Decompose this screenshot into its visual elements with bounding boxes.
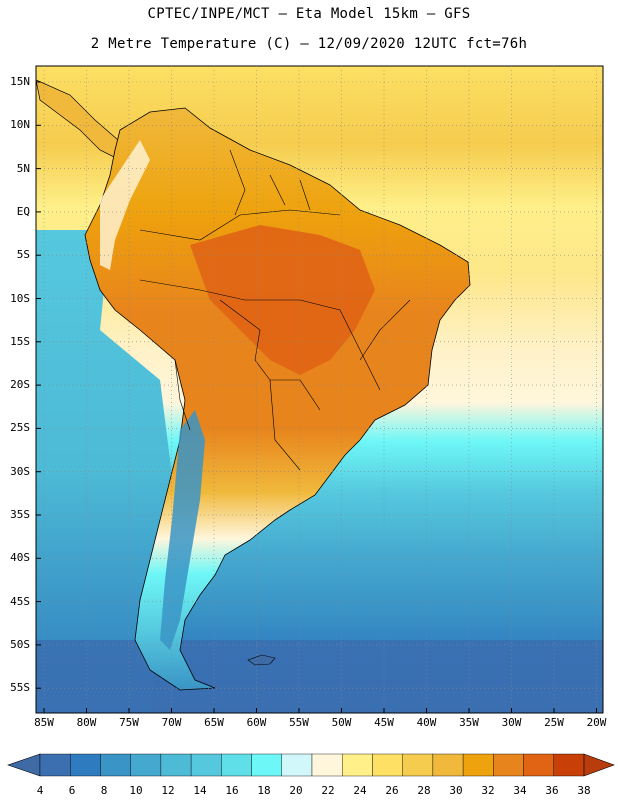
graticule xyxy=(36,66,603,713)
lon-label: 70W xyxy=(161,716,182,729)
lat-label: 50S xyxy=(10,637,30,651)
colorbar-label: 24 xyxy=(353,784,367,797)
colorbar-swatch xyxy=(251,753,282,777)
colorbar-label: 32 xyxy=(481,784,495,797)
colorbar-label: 18 xyxy=(257,784,271,797)
lat-label: 10S xyxy=(10,291,30,305)
colorbar-label: 26 xyxy=(385,784,399,797)
lat-label: 55S xyxy=(10,681,30,695)
colorbar-swatch xyxy=(311,753,343,777)
colorbar-swatch xyxy=(523,753,554,777)
lat-label: 30S xyxy=(10,464,30,478)
colorbar xyxy=(7,753,615,777)
country-borders xyxy=(139,149,411,471)
colorbar-label: 20 xyxy=(289,784,303,797)
lon-label: 20W xyxy=(586,716,607,729)
lon-label: 40W xyxy=(416,716,437,729)
lon-label: 50W xyxy=(331,716,352,729)
colorbar-swatch xyxy=(100,753,131,777)
colorbar-label: 34 xyxy=(513,784,527,797)
lon-label: 65W xyxy=(204,716,224,729)
andes-cool-strip xyxy=(100,140,150,270)
lon-label: 30W xyxy=(501,716,522,729)
colorbar-swatch xyxy=(160,753,192,777)
lon-label: 35W xyxy=(459,716,479,729)
colorbar-swatch xyxy=(493,753,524,777)
colorbar-label: 10 xyxy=(129,784,143,797)
colorbar-under-arrow xyxy=(7,753,41,777)
colorbar-swatch xyxy=(70,753,101,777)
colorbar-label: 30 xyxy=(449,784,463,797)
lat-label: 35S xyxy=(10,508,30,521)
colorbar-label: 22 xyxy=(321,784,335,797)
map-title-line2: 2 Metre Temperature (C) – 12/09/2020 12U… xyxy=(90,36,528,52)
lat-label: 5S xyxy=(16,248,30,262)
lon-label: 60W xyxy=(246,716,267,729)
colorbar-swatch xyxy=(553,753,585,777)
deep-south-ocean-field xyxy=(36,640,603,713)
colorbar-label: 38 xyxy=(577,784,591,797)
lon-label: 75W xyxy=(119,716,139,729)
lat-label: 40S xyxy=(10,551,30,565)
lat-label: 25S xyxy=(10,421,30,435)
colorbar-label: 6 xyxy=(68,784,76,797)
colorbar-swatch xyxy=(432,753,464,777)
colorbar-label: 16 xyxy=(225,784,239,797)
falkland-islands xyxy=(247,654,276,666)
lon-label: 45W xyxy=(374,716,394,729)
colorbar-over-arrow xyxy=(583,753,615,777)
map-title-line1: CPTEC/INPE/MCT – Eta Model 15km – GFS xyxy=(147,6,471,22)
colorbar-label: 4 xyxy=(36,784,44,797)
lat-label: 10N xyxy=(10,118,30,132)
lat-label: EQ xyxy=(16,204,30,218)
colorbar-label: 12 xyxy=(161,784,175,797)
lon-label: 55W xyxy=(289,716,309,729)
lon-label: 25W xyxy=(544,716,564,729)
colorbar-swatch xyxy=(130,753,162,777)
colorbar-label: 36 xyxy=(545,784,559,797)
pacific-ocean-field xyxy=(36,230,175,713)
map-frame xyxy=(35,65,604,714)
lon-label: 80W xyxy=(76,716,97,729)
lon-label: 85W xyxy=(34,716,54,729)
colorbar-swatch xyxy=(462,753,494,777)
colorbar-swatch xyxy=(190,753,222,777)
colorbar-label: 28 xyxy=(417,784,431,797)
colorbar-swatch xyxy=(281,753,313,777)
colorbar-swatch xyxy=(342,753,373,777)
lat-label: 20S xyxy=(10,378,30,392)
colorbar-swatch xyxy=(221,753,252,777)
colorbar-swatch xyxy=(402,753,434,777)
lat-label: 45S xyxy=(10,594,30,608)
colorbar-swatch xyxy=(39,753,71,777)
colorbar-label: 8 xyxy=(100,784,108,797)
colorbar-label: 14 xyxy=(193,784,207,797)
colorbar-swatch xyxy=(372,753,403,777)
lat-label: 15N xyxy=(10,75,30,88)
lat-label: 5N xyxy=(16,161,30,175)
lat-label: 15S xyxy=(10,334,30,348)
